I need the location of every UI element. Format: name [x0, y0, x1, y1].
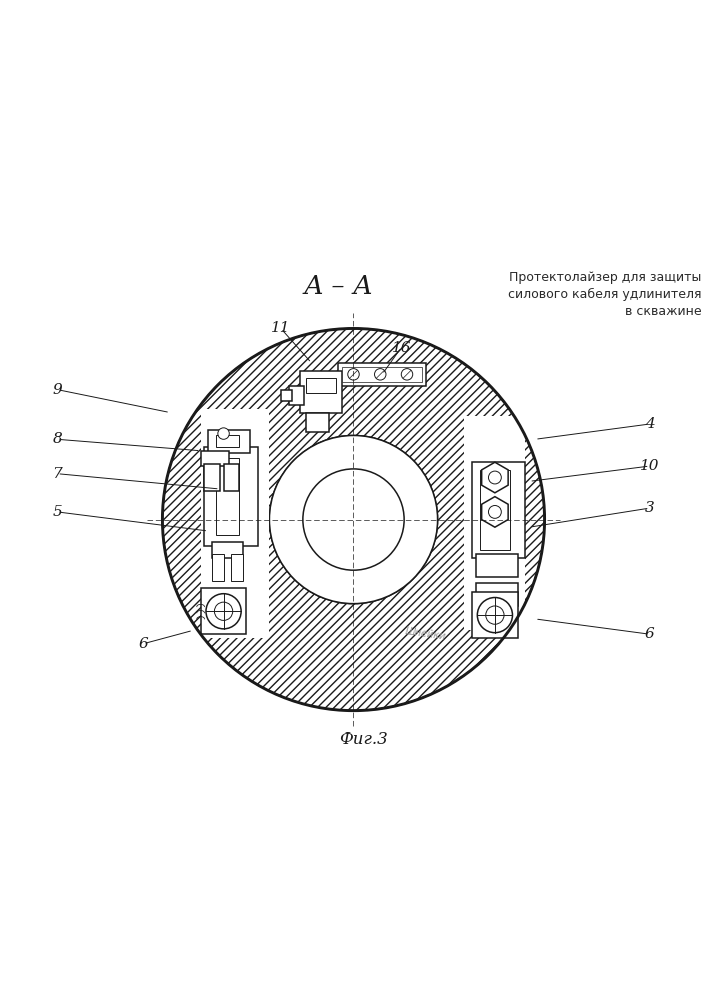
Bar: [472, 462, 525, 558]
Bar: [204, 447, 258, 546]
Bar: [209, 430, 250, 453]
Text: 6: 6: [139, 637, 148, 651]
Bar: [223, 464, 239, 491]
Text: 5: 5: [52, 505, 62, 519]
Wedge shape: [163, 328, 544, 711]
Circle shape: [489, 505, 501, 518]
Bar: [476, 583, 518, 606]
Circle shape: [348, 369, 359, 380]
Bar: [212, 554, 223, 581]
Bar: [201, 451, 229, 466]
Bar: [288, 386, 304, 405]
Text: 8: 8: [52, 432, 62, 446]
Bar: [338, 363, 426, 386]
Polygon shape: [481, 497, 508, 527]
Text: А – А: А – А: [303, 274, 373, 299]
Circle shape: [402, 369, 413, 380]
Text: 11: 11: [271, 321, 291, 335]
Bar: [216, 458, 239, 535]
Circle shape: [218, 428, 229, 439]
Circle shape: [269, 435, 438, 604]
Bar: [342, 367, 422, 382]
Circle shape: [214, 602, 233, 620]
Text: 10: 10: [640, 459, 660, 473]
Polygon shape: [481, 462, 508, 493]
Text: 6: 6: [645, 627, 655, 641]
Text: 4: 4: [645, 417, 655, 431]
Bar: [464, 416, 525, 630]
Circle shape: [375, 369, 386, 380]
Text: Протектолайзер для защиты
силового кабеля удлинителя
в скважине: Протектолайзер для защиты силового кабел…: [508, 271, 701, 318]
Bar: [201, 409, 269, 638]
Text: Шнейки: Шнейки: [405, 626, 448, 642]
Circle shape: [477, 598, 513, 633]
Circle shape: [163, 328, 544, 711]
Text: 16: 16: [392, 341, 411, 355]
Text: 3: 3: [645, 501, 655, 515]
Circle shape: [486, 606, 504, 624]
Bar: [472, 592, 518, 638]
Circle shape: [489, 471, 501, 484]
Bar: [305, 413, 329, 432]
Circle shape: [206, 594, 241, 629]
Bar: [212, 542, 243, 558]
Text: 7: 7: [52, 467, 62, 481]
Bar: [476, 554, 518, 577]
Bar: [300, 371, 342, 413]
Bar: [201, 588, 247, 634]
Bar: [204, 464, 220, 491]
Bar: [479, 470, 510, 550]
Bar: [216, 435, 239, 447]
Bar: [281, 390, 293, 401]
Bar: [231, 554, 243, 581]
Bar: [305, 378, 337, 393]
Circle shape: [303, 469, 404, 570]
Text: Фиг.3: Фиг.3: [339, 731, 387, 748]
Text: 9: 9: [52, 383, 62, 397]
